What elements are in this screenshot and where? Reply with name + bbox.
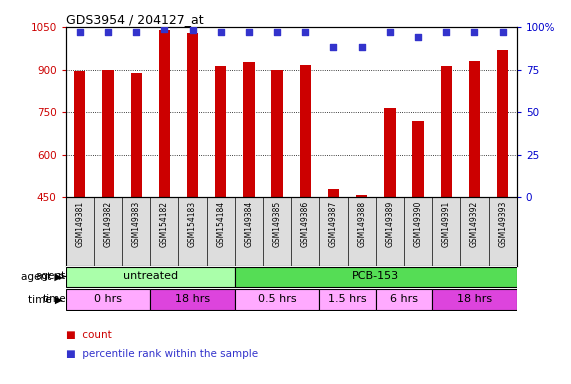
Text: GDS3954 / 204127_at: GDS3954 / 204127_at (66, 13, 203, 26)
Point (272, 29, 282, 35)
Text: PCB-153: PCB-153 (352, 271, 399, 281)
Text: ■  count: ■ count (66, 330, 111, 340)
Text: time: time (42, 294, 66, 304)
Bar (235, 290, 319, 310)
Bar (159, 30, 170, 197)
Text: GSM149391: GSM149391 (442, 201, 451, 247)
Text: GSM154184: GSM154184 (216, 201, 225, 247)
Text: GSM149383: GSM149383 (132, 201, 140, 247)
Text: 1.5 hrs: 1.5 hrs (328, 294, 367, 304)
Bar (66, 290, 150, 310)
Point (103, 29, 112, 35)
Point (75, 29, 85, 35)
Text: 18 hrs: 18 hrs (175, 294, 210, 304)
Text: GSM149386: GSM149386 (301, 201, 310, 247)
Point (216, 29, 226, 35)
Bar (74, 71, 86, 197)
Bar (187, 33, 198, 197)
Text: agent: agent (36, 271, 66, 281)
Bar (356, 195, 367, 197)
Text: 18 hrs: 18 hrs (457, 294, 492, 304)
Point (301, 29, 310, 35)
Text: 0.5 hrs: 0.5 hrs (258, 294, 296, 304)
Bar (469, 61, 480, 197)
Bar (384, 108, 396, 197)
Point (470, 29, 479, 35)
Point (498, 29, 507, 35)
Text: 6 hrs: 6 hrs (390, 294, 418, 304)
Text: ■  percentile rank within the sample: ■ percentile rank within the sample (66, 349, 258, 359)
Bar (102, 70, 114, 197)
Point (442, 29, 451, 35)
Point (188, 27, 197, 33)
Text: GSM149385: GSM149385 (272, 201, 282, 247)
Bar (441, 66, 452, 197)
Bar (215, 66, 226, 197)
Bar (235, 267, 517, 287)
Point (357, 44, 366, 50)
Text: GSM154183: GSM154183 (188, 201, 197, 247)
Text: GSM154182: GSM154182 (160, 201, 169, 247)
Bar (328, 189, 339, 197)
Bar (497, 50, 508, 197)
Bar (131, 73, 142, 197)
Point (244, 29, 254, 35)
Text: time ▶: time ▶ (28, 295, 63, 305)
Bar (66, 267, 235, 287)
Text: 0 hrs: 0 hrs (94, 294, 122, 304)
Text: GSM149392: GSM149392 (470, 201, 479, 247)
Bar (150, 290, 235, 310)
Text: GSM149384: GSM149384 (244, 201, 254, 247)
Bar (432, 290, 517, 310)
Point (131, 29, 140, 35)
Bar (243, 62, 255, 197)
Text: GSM149381: GSM149381 (75, 201, 85, 247)
Text: GSM149389: GSM149389 (385, 201, 395, 247)
Bar (376, 290, 432, 310)
Bar (319, 290, 376, 310)
Text: agent ▶: agent ▶ (22, 272, 63, 282)
Point (160, 25, 169, 31)
Text: untreated: untreated (123, 271, 178, 281)
Text: GSM149390: GSM149390 (413, 201, 423, 247)
Bar (300, 65, 311, 197)
Bar (412, 121, 424, 197)
Text: GSM149382: GSM149382 (103, 201, 112, 247)
Point (385, 29, 395, 35)
Text: GSM149387: GSM149387 (329, 201, 338, 247)
Bar (271, 70, 283, 197)
Text: GSM149393: GSM149393 (498, 201, 507, 247)
Text: GSM149388: GSM149388 (357, 201, 366, 247)
Point (329, 44, 338, 50)
Point (413, 34, 423, 40)
